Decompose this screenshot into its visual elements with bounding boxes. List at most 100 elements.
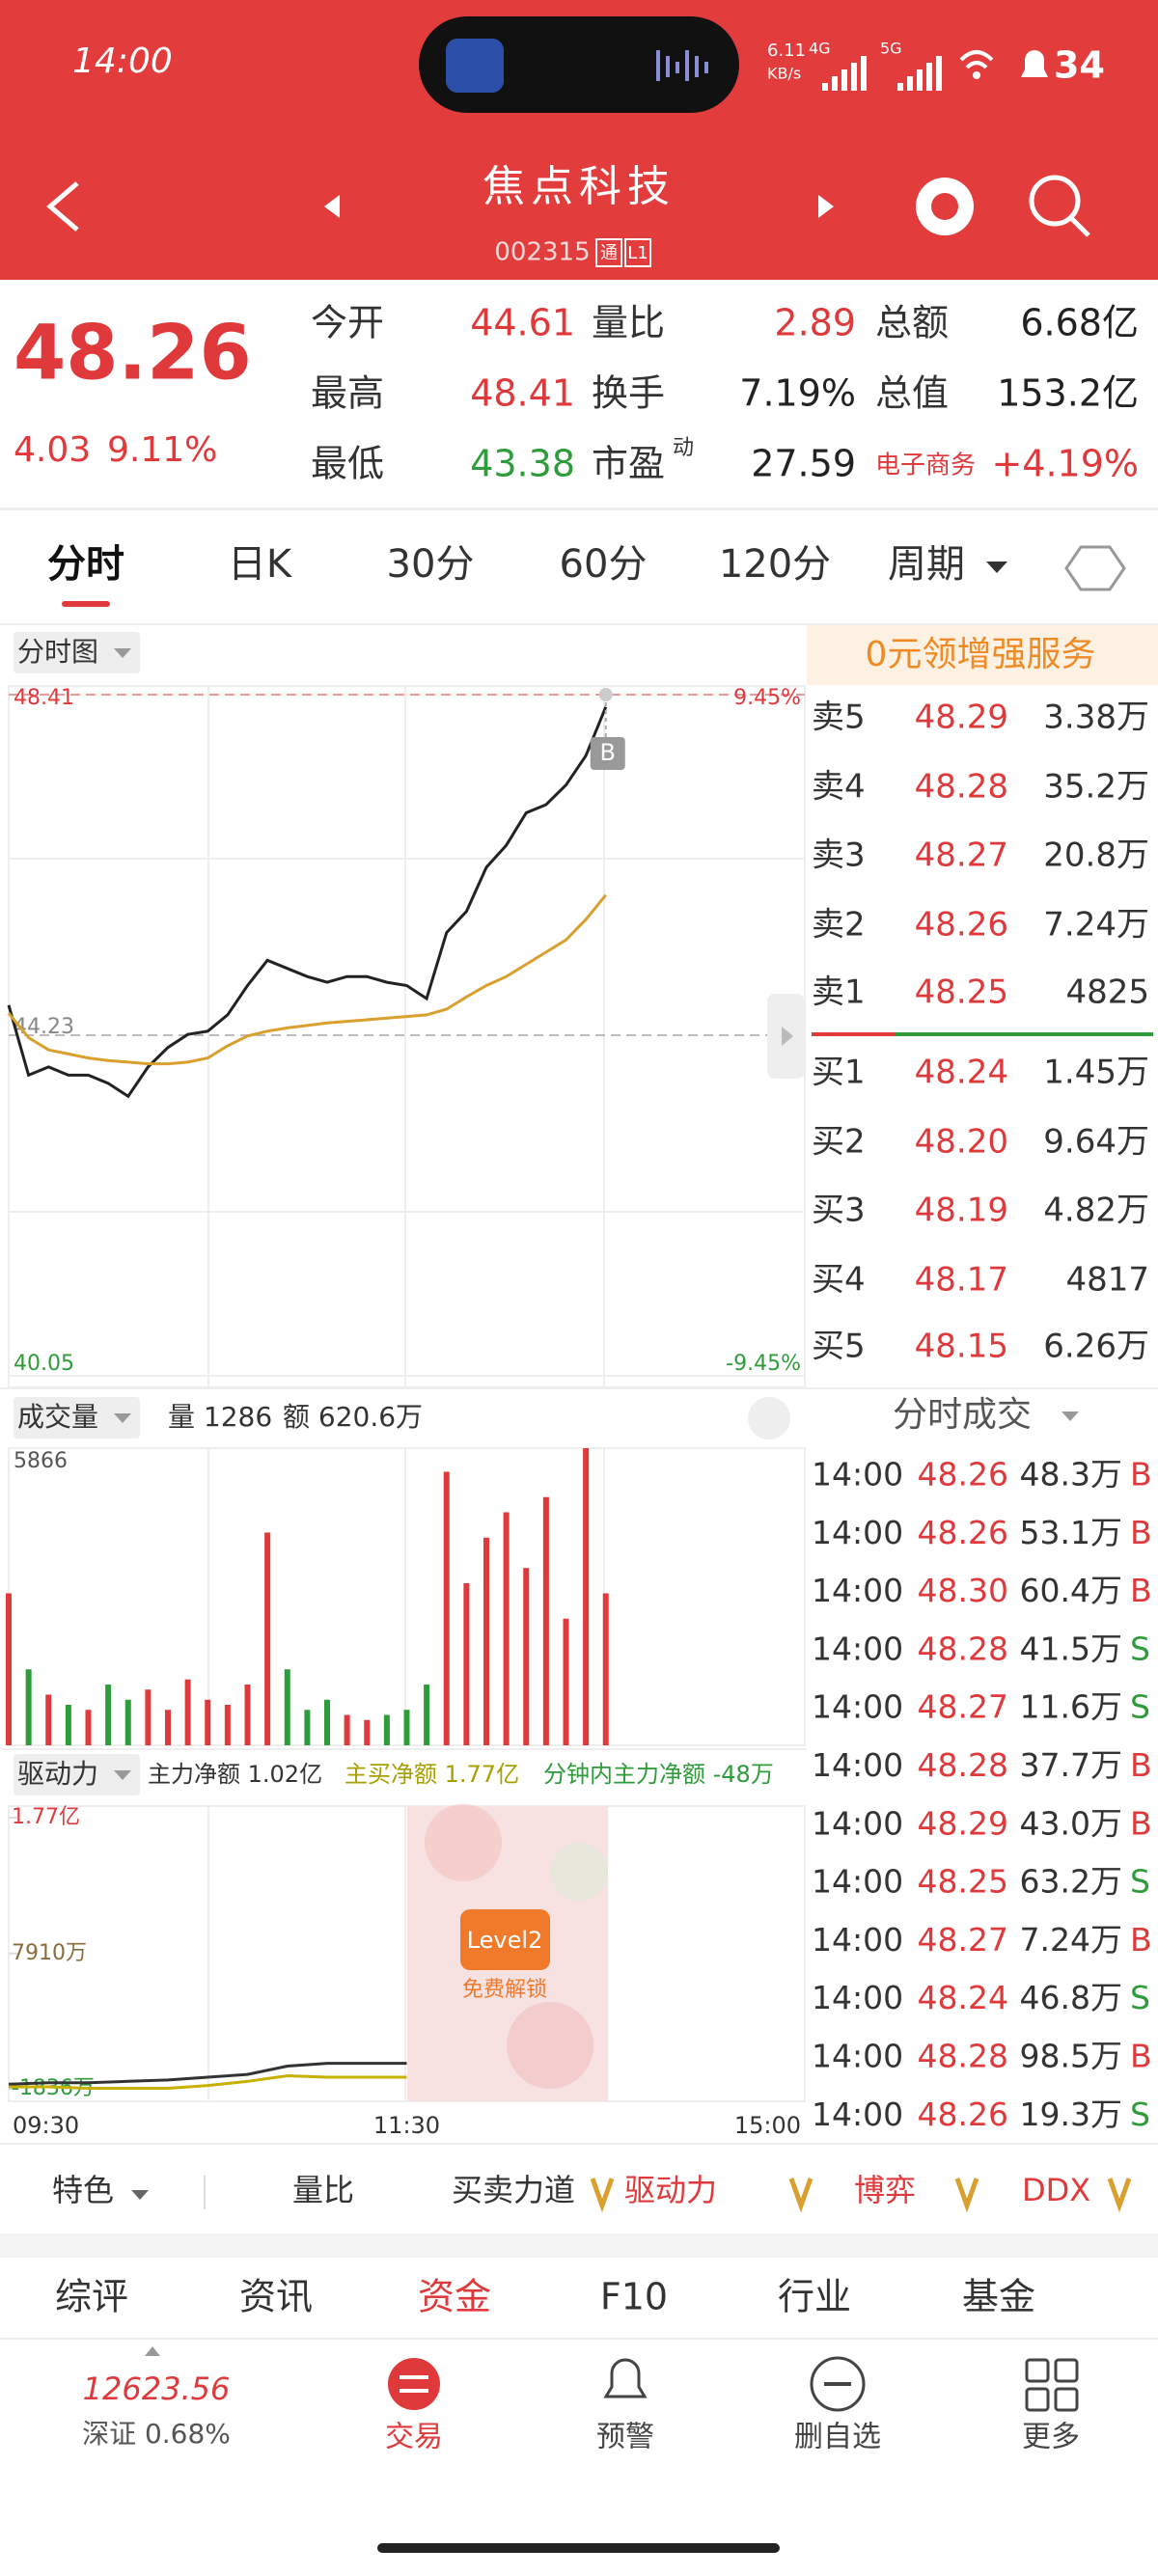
section-tab[interactable]: F10	[600, 2276, 668, 2318]
last-price: 48.26	[14, 310, 252, 397]
search-icon[interactable]	[1029, 175, 1081, 227]
chart-tab[interactable]: 30分	[387, 542, 475, 587]
book-price: 48.29	[915, 699, 1008, 737]
price-tick-label: 48.41	[14, 686, 74, 710]
book-price: 48.25	[915, 973, 1008, 1012]
volume-bar	[403, 1710, 410, 1745]
section-tab[interactable]: 综评	[55, 2276, 128, 2318]
index-label[interactable]: 深证 0.68%	[82, 2418, 231, 2450]
drive-info: 主买净额 1.77亿	[345, 1761, 519, 1788]
trade-time: 14:00	[812, 1572, 903, 1609]
code-tag-box	[624, 238, 651, 267]
volume-bar	[424, 1684, 430, 1745]
trade-volume: 60.4万	[1020, 1572, 1122, 1609]
index-value[interactable]: 12623.56	[83, 2370, 231, 2407]
series-line	[8, 2062, 407, 2086]
island-bar	[666, 56, 670, 77]
section-tab[interactable]: 基金	[962, 2276, 1035, 2318]
chart-tab[interactable]: 60分	[560, 542, 648, 587]
volume-bar	[583, 1448, 590, 1745]
vip-icon	[954, 2178, 979, 2213]
book-volume: 4825	[1065, 973, 1149, 1012]
section-tab[interactable]: 资讯	[239, 2276, 313, 2318]
promo-bg[interactable]	[807, 625, 1158, 685]
trade-side: S	[1130, 1863, 1150, 1901]
next-stock[interactable]	[818, 195, 834, 218]
trade-icon-arrows	[400, 2375, 428, 2393]
drive-info: 主力净额 1.02亿	[148, 1761, 322, 1788]
island-bar	[704, 62, 708, 73]
chart-tab[interactable]: 日K	[228, 542, 293, 587]
chart-label-box	[14, 1754, 140, 1795]
feature-item[interactable]: 量比	[292, 2172, 354, 2208]
mascot-eye	[931, 193, 958, 220]
section-tab[interactable]: 资金	[418, 2276, 491, 2318]
book-split-green	[896, 1032, 1153, 1036]
trade-side: B	[1130, 1804, 1152, 1842]
nav-item[interactable]: 交易	[385, 2421, 443, 2454]
feature-item[interactable]: 驱动力	[624, 2172, 717, 2208]
expand-button[interactable]	[748, 1397, 790, 1439]
chart-tab[interactable]: 周期	[888, 542, 965, 587]
volume-info: 额 620.6万	[283, 1401, 423, 1433]
island-bar	[685, 50, 689, 81]
trade-price: 48.26	[918, 1514, 1008, 1551]
feature-item[interactable]: 特色	[52, 2172, 114, 2208]
signal-bar	[897, 83, 903, 91]
nav-item[interactable]: 删自选	[794, 2421, 881, 2454]
volume-bar	[304, 1710, 311, 1745]
quote-value: 43.38	[470, 443, 575, 485]
drive-tick-label: 1.77亿	[12, 1805, 80, 1829]
trade-volume: 19.3万	[1020, 2096, 1122, 2133]
trade-price: 48.26	[918, 2096, 1008, 2133]
section-divider	[0, 623, 1158, 625]
series-line	[7, 893, 607, 1066]
drive-tick-label: 7910万	[12, 1941, 87, 1965]
book-label: 卖4	[812, 768, 866, 807]
network-type: 4G	[809, 40, 831, 58]
volume-bar	[25, 1669, 32, 1745]
volume-bar	[483, 1537, 489, 1745]
volume-bar	[85, 1710, 92, 1745]
nav-item[interactable]: 更多	[1022, 2421, 1080, 2454]
drive-frame	[8, 1805, 806, 2102]
prev-stock[interactable]	[324, 195, 340, 218]
quote-label-sup: 动	[673, 436, 694, 460]
chart-tab[interactable]: 分时	[47, 542, 124, 587]
volume-bar	[264, 1532, 271, 1745]
trade-side: B	[1130, 1921, 1152, 1959]
trade-volume: 63.2万	[1020, 1863, 1122, 1901]
trade-volume: 53.1万	[1020, 1514, 1122, 1551]
nav-item[interactable]: 预警	[596, 2421, 654, 2454]
trade-time: 14:00	[812, 1688, 903, 1726]
back-button[interactable]	[46, 181, 79, 232]
signal-bar	[822, 83, 828, 91]
volume-bar	[45, 1694, 52, 1745]
trade-volume: 43.0万	[1020, 1804, 1122, 1842]
unlock-badge[interactable]	[460, 1909, 550, 1970]
settings-icon[interactable]	[1064, 545, 1126, 591]
volume-bar	[443, 1471, 450, 1745]
trade-price: 48.27	[918, 1688, 1008, 1726]
trade-time: 14:00	[812, 1921, 903, 1959]
signal-bar	[907, 76, 913, 91]
chart-tab[interactable]: 120分	[719, 542, 831, 587]
quote-label: 最高	[311, 372, 384, 415]
feature-item[interactable]: DDX	[1022, 2172, 1090, 2208]
island-bar	[676, 62, 679, 73]
trade-time: 14:00	[812, 2038, 903, 2075]
chart-label-arrow	[114, 1413, 131, 1423]
time-tick-label: 11:30	[373, 2112, 440, 2139]
section-divider	[0, 2143, 1158, 2145]
feature-item[interactable]: 博弈	[854, 2172, 916, 2208]
feature-item[interactable]: 买卖力道	[452, 2172, 575, 2208]
trade-side: B	[1130, 1572, 1152, 1609]
quote-value: 27.59	[751, 443, 856, 485]
pct-tick-label: -9.45%	[726, 1352, 801, 1376]
wifi-icon	[959, 50, 994, 69]
trade-side: B	[1130, 1514, 1152, 1551]
bell-icon	[603, 2358, 648, 2398]
section-tab[interactable]: 行业	[778, 2276, 851, 2318]
quote-value: 44.61	[470, 302, 575, 344]
